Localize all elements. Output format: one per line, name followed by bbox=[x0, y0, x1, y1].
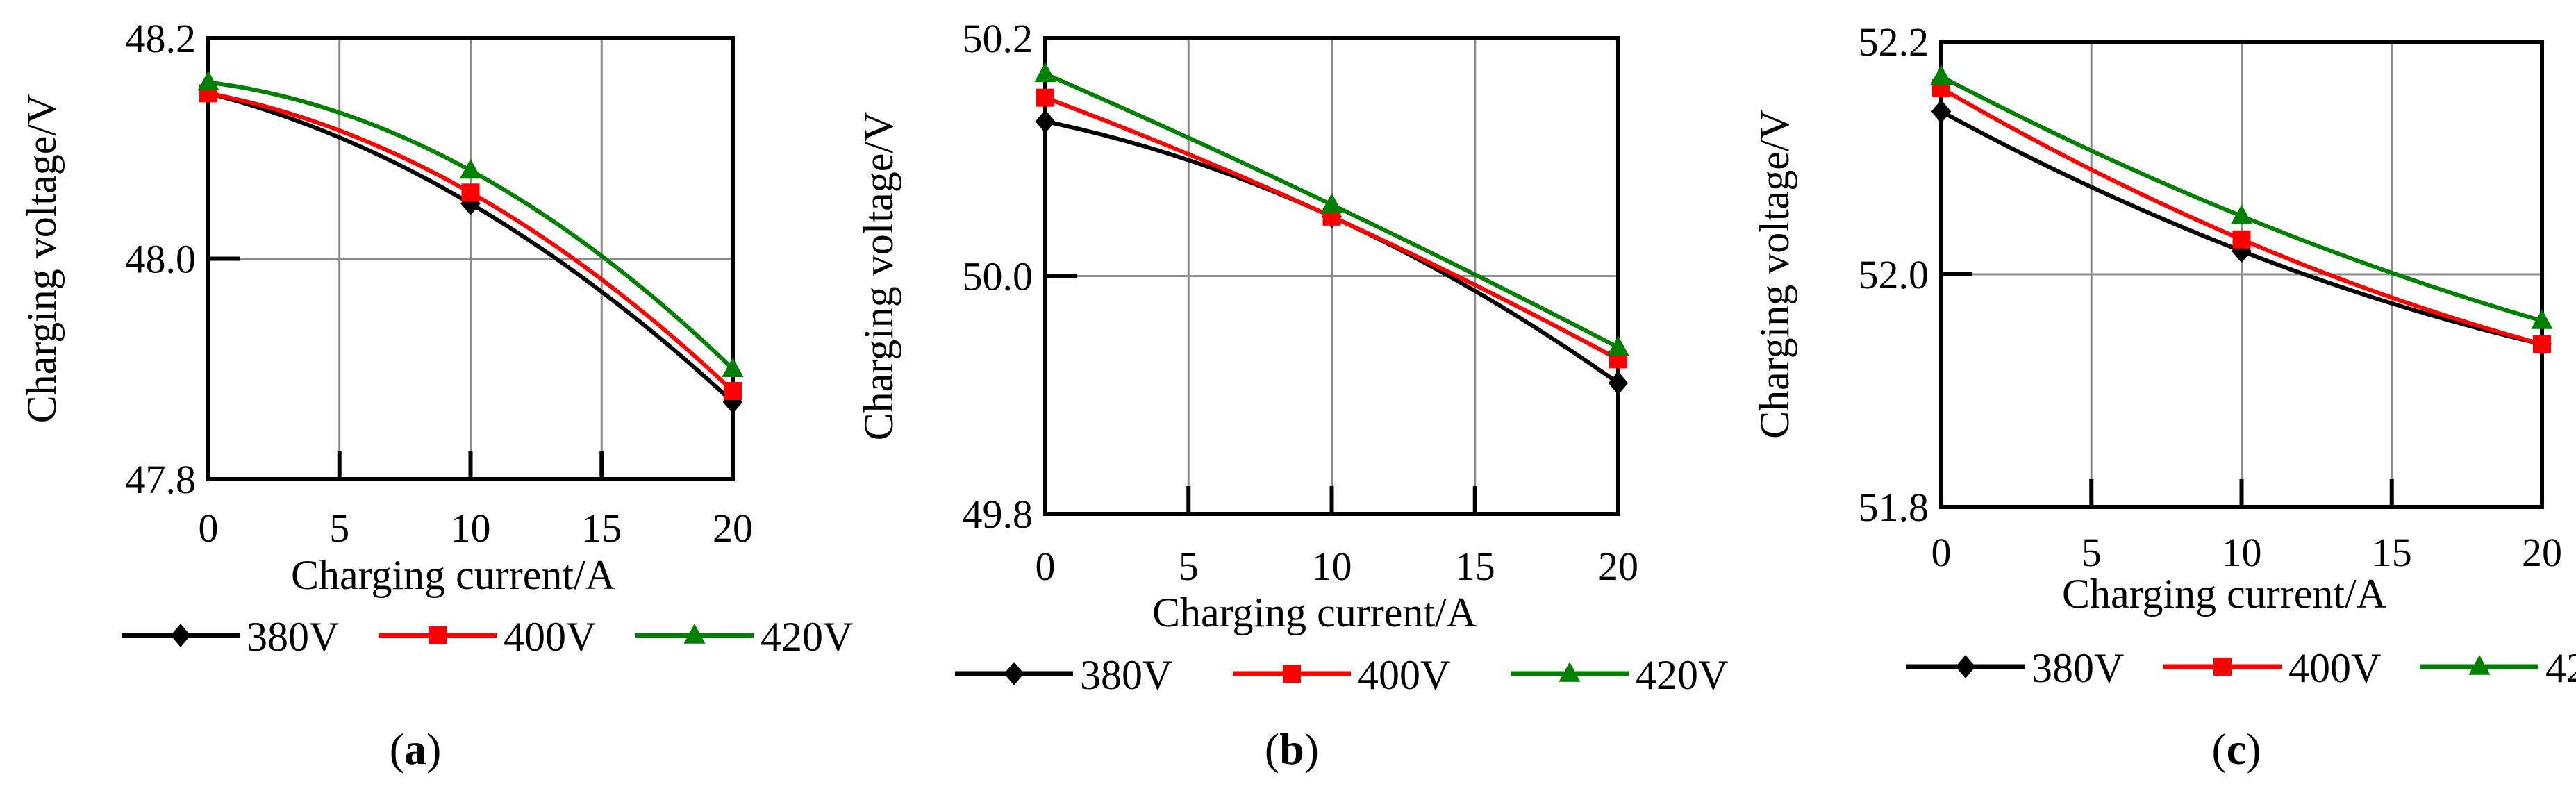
y-tick-label: 50.2 bbox=[963, 16, 1033, 61]
legend-marker-400V bbox=[429, 626, 447, 644]
x-axis-title: Charging current/A bbox=[2062, 571, 2386, 617]
y-axis-title: Charging voltage/V bbox=[1752, 110, 1797, 439]
x-tick-label: 0 bbox=[1931, 530, 1952, 575]
data-point-420V bbox=[459, 158, 482, 179]
x-tick-label: 20 bbox=[1598, 544, 1638, 589]
chart-panel-a: 47.8 48.0 48.2 0 5 10 15 20 Charging current/A Ch… bbox=[19, 16, 853, 774]
y-tick-label: 50.0 bbox=[963, 254, 1033, 299]
x-tick-label: 15 bbox=[581, 506, 622, 551]
panel-label-open: ( bbox=[2211, 724, 2226, 774]
panel-label-letter: c bbox=[2227, 724, 2246, 774]
x-tick-label: 20 bbox=[2522, 530, 2562, 575]
data-point-420V bbox=[2230, 204, 2253, 224]
panel-label-close: ) bbox=[1304, 724, 1319, 774]
legend-marker-400V bbox=[2213, 658, 2232, 676]
data-point-380V bbox=[1608, 371, 1629, 395]
panel-label-close: ) bbox=[2246, 724, 2261, 774]
x-tick-label: 0 bbox=[1036, 544, 1056, 589]
x-tick-label: 10 bbox=[1312, 544, 1352, 589]
legend-label-380V: 380V bbox=[1080, 652, 1172, 698]
data-point-420V bbox=[1607, 335, 1629, 356]
plot-frame bbox=[1043, 36, 1620, 516]
panel-label-letter: b bbox=[1279, 724, 1304, 774]
data-point-420V bbox=[1320, 192, 1343, 213]
data-point-420V bbox=[1930, 65, 1952, 85]
panel-label: (a) bbox=[390, 724, 442, 774]
data-point-420V bbox=[2531, 309, 2553, 329]
y-tick-label: 48.0 bbox=[126, 237, 197, 282]
y-axis-title: Charging voltage/V bbox=[856, 112, 901, 441]
x-tick-label: 10 bbox=[451, 506, 491, 551]
x-tick-label: 5 bbox=[2081, 530, 2102, 575]
panel-label: (c) bbox=[2211, 724, 2261, 774]
legend-marker-400V bbox=[1283, 665, 1301, 683]
y-tick-label: 51.8 bbox=[1859, 485, 1929, 530]
data-point-400V bbox=[2533, 335, 2551, 353]
y-tick-label: 52.0 bbox=[1859, 252, 1929, 297]
y-tick-label: 47.8 bbox=[126, 457, 197, 502]
data-point-380V bbox=[1035, 109, 1056, 133]
data-point-400V bbox=[2232, 230, 2251, 249]
legend-label-400V: 400V bbox=[2288, 645, 2381, 691]
panel-label-open: ( bbox=[1265, 724, 1279, 774]
data-point-420V bbox=[197, 70, 219, 91]
panel-label-close: ) bbox=[426, 724, 441, 774]
plot-frame bbox=[206, 36, 735, 481]
data-point-400V bbox=[461, 183, 480, 202]
legend-label-400V: 400V bbox=[1358, 652, 1450, 698]
panel-label: (b) bbox=[1265, 724, 1319, 774]
plot-frame bbox=[1939, 40, 2544, 509]
x-tick-label: 5 bbox=[329, 506, 349, 551]
legend-label-400V: 400V bbox=[504, 614, 596, 660]
x-axis-title: Charging current/A bbox=[1152, 590, 1477, 635]
legend-label-420V: 420V bbox=[2545, 645, 2576, 691]
legend-label-380V: 380V bbox=[2031, 645, 2124, 691]
x-tick-label: 0 bbox=[199, 506, 219, 551]
legend-marker-420V bbox=[683, 624, 706, 644]
data-point-420V bbox=[722, 357, 744, 377]
legend-marker-380V bbox=[1004, 662, 1024, 685]
x-tick-label: 20 bbox=[713, 506, 753, 551]
panel-label-letter: a bbox=[404, 724, 426, 774]
y-tick-label: 49.8 bbox=[963, 492, 1033, 537]
legend-label-420V: 420V bbox=[1636, 652, 1728, 698]
data-point-380V bbox=[460, 192, 481, 216]
legend-marker-380V bbox=[170, 624, 191, 647]
data-point-400V bbox=[1036, 88, 1054, 107]
x-tick-label: 10 bbox=[2222, 530, 2262, 575]
x-axis-title: Charging current/A bbox=[291, 552, 615, 598]
legend-label-380V: 380V bbox=[247, 614, 339, 660]
chart-panel-b: 49.8 50.0 50.2 0 5 10 15 20 Charging current/A Ch… bbox=[856, 16, 1728, 774]
x-tick-label: 15 bbox=[1455, 544, 1495, 589]
data-point-380V bbox=[1931, 99, 1952, 124]
y-axis-title: Charging voltage/V bbox=[19, 94, 65, 424]
x-tick-label: 5 bbox=[1179, 544, 1199, 589]
legend-marker-380V bbox=[1955, 655, 1976, 678]
data-point-400V bbox=[724, 382, 742, 400]
legend-label-420V: 420V bbox=[761, 614, 853, 660]
data-point-420V bbox=[1034, 62, 1056, 83]
legend-marker-420V bbox=[2468, 655, 2491, 675]
panel-label-open: ( bbox=[390, 724, 404, 774]
chart-panel-c: 51.8 52.0 52.2 0 5 10 15 20 Charging current/A Ch… bbox=[1752, 19, 2576, 774]
y-tick-label: 52.2 bbox=[1859, 19, 1929, 65]
legend-marker-420V bbox=[1559, 662, 1581, 682]
x-tick-label: 15 bbox=[2372, 530, 2412, 575]
y-tick-label: 48.2 bbox=[126, 16, 197, 61]
